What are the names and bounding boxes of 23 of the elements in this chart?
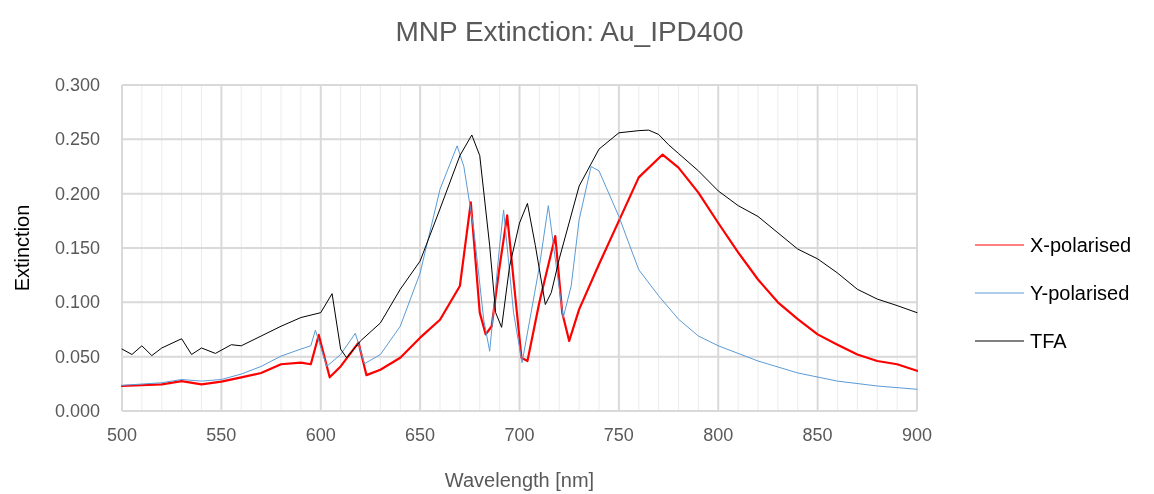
y-tick-label: 0.050: [54, 346, 100, 367]
x-tick-label: 600: [305, 425, 336, 445]
y-tick-label: 0.300: [54, 75, 100, 95]
y-tick-label: 0.150: [54, 238, 100, 258]
x-tick-label: 550: [206, 425, 237, 445]
legend-label: Y-polarised: [1030, 282, 1130, 304]
y-axis-title: Extinction: [11, 204, 33, 292]
legend-label: X-polarised: [1030, 234, 1132, 256]
y-tick-label: 0.250: [54, 129, 100, 150]
y-tick-label: 0.200: [54, 183, 100, 204]
y-tick-label: 0.000: [54, 401, 100, 421]
legend-label: TFA: [1030, 330, 1068, 352]
x-tick-label: 850: [802, 425, 833, 445]
chart-title: MNP Extinction: Au_IPD400: [395, 16, 744, 47]
x-tick-label: 750: [603, 425, 634, 445]
x-tick-label: 500: [106, 425, 138, 445]
x-tick-label: 800: [703, 425, 734, 445]
x-axis-title: Wavelength [nm]: [444, 469, 595, 491]
x-tick-label: 700: [504, 425, 535, 445]
y-tick-label: 0.100: [54, 292, 100, 313]
x-tick-label: 650: [405, 425, 436, 445]
x-tick-label: 900: [901, 425, 933, 445]
line-series: [121, 129, 918, 359]
